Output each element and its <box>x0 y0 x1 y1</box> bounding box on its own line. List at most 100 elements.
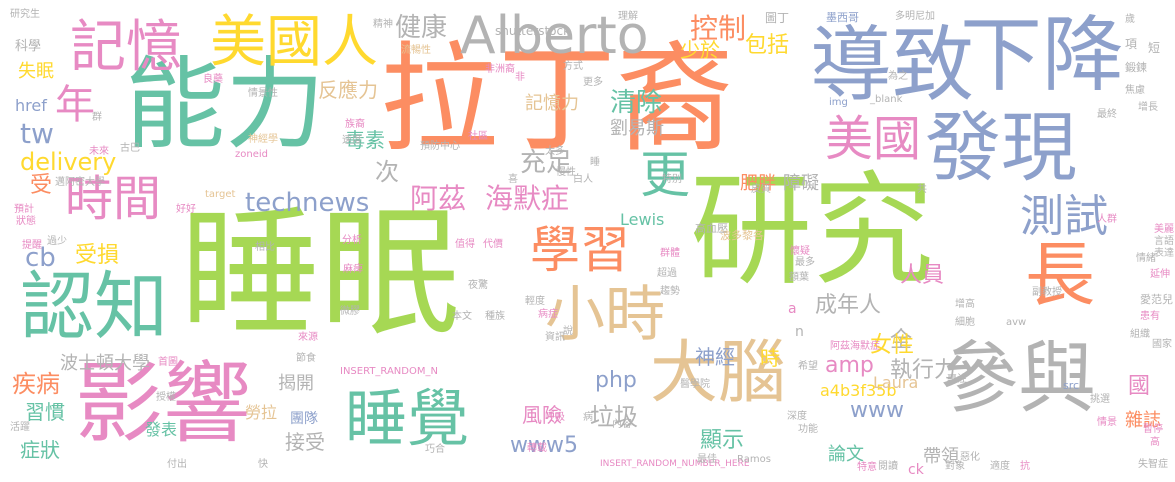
cloud-word: 群 <box>92 112 102 123</box>
cloud-word: 科學 <box>15 39 42 54</box>
cloud-word: 執行力 <box>890 358 957 383</box>
cloud-word: 風險 <box>522 403 562 427</box>
cloud-word: 國家 <box>1152 339 1172 350</box>
cloud-word: 太多 <box>545 146 565 157</box>
cloud-word: 女性 <box>870 333 915 358</box>
cloud-word: 美麗 <box>1154 224 1174 235</box>
cloud-word: 值得 <box>455 239 475 250</box>
cloud-word: 分析 <box>342 235 362 246</box>
cloud-word: 節食 <box>296 353 316 364</box>
cloud-word: php <box>595 368 637 393</box>
cloud-word: 毒素 <box>345 128 385 152</box>
cloud-word: 共 <box>917 184 927 195</box>
cloud-word: 最多 <box>795 257 815 268</box>
cloud-word: 群體 <box>660 248 680 259</box>
cloud-word: 障礙 <box>783 173 819 194</box>
cloud-word: 微膠 <box>340 306 360 317</box>
cloud-word: 高血壓 <box>695 222 728 235</box>
cloud-word: 神經 <box>695 345 735 369</box>
cloud-word: 良藥 <box>203 74 223 85</box>
cloud-word: zoneid <box>235 149 268 160</box>
cloud-word: 情景 <box>1097 417 1117 428</box>
cloud-word: 醫學院 <box>680 379 710 390</box>
cloud-word: 更 <box>640 146 690 204</box>
cloud-word: _blank <box>870 94 903 105</box>
cloud-word: 充足 <box>520 148 573 178</box>
cloud-word: 鍛鍊 <box>1125 61 1147 74</box>
cloud-word: cb <box>25 243 56 273</box>
cloud-word: 非洲裔 <box>485 64 515 75</box>
cloud-word: 懷疑 <box>790 246 810 257</box>
cloud-word: 轉載 <box>527 443 547 454</box>
cloud-word: 顯示 <box>700 428 745 453</box>
cloud-word: 團隊 <box>290 411 318 427</box>
cloud-word: 情緒 <box>1136 253 1156 264</box>
cloud-word: 代價 <box>483 239 503 250</box>
cloud-word: 美國人 <box>210 10 378 75</box>
cloud-word: 小時 <box>545 280 665 350</box>
cloud-word: 更多 <box>583 77 603 88</box>
cloud-word: 社區 <box>468 131 488 142</box>
cloud-word: 最佳 <box>697 454 717 465</box>
cloud-word: Ramos <box>737 454 771 465</box>
cloud-word: 人員 <box>900 263 945 288</box>
cloud-word: 惡化 <box>960 452 980 463</box>
cloud-word: 愛范兒 <box>1140 293 1173 306</box>
cloud-word: 相比 <box>255 242 275 253</box>
cloud-word: 付出 <box>167 459 187 470</box>
cloud-word: 發表 <box>145 420 178 439</box>
cloud-word: img <box>829 97 848 108</box>
cloud-word: 記憶 <box>70 15 182 80</box>
cloud-word: 高 <box>1150 437 1160 448</box>
cloud-word: 專注 <box>947 374 967 385</box>
cloud-word: 族裔 <box>345 119 365 130</box>
cloud-word: tw <box>20 117 54 150</box>
cloud-word: 白人 <box>573 174 593 185</box>
cloud-word: href <box>15 96 47 115</box>
cloud-word: 閱讀 <box>878 461 898 472</box>
cloud-word: 趨勢 <box>660 286 680 297</box>
cloud-word: INSERT_RANDOM_NUMBER_HERE <box>600 459 750 469</box>
cloud-word: 揭開 <box>278 373 314 394</box>
cloud-word: 受損 <box>75 243 120 268</box>
cloud-word: target <box>205 189 236 200</box>
cloud-word: 項 <box>1125 37 1138 51</box>
cloud-word: 短 <box>1148 41 1161 55</box>
cloud-word: 能力 <box>125 46 325 163</box>
cloud-word: 睡覺 <box>345 382 470 455</box>
cloud-word: 延伸 <box>1150 269 1170 280</box>
cloud-word: 時 <box>760 346 780 370</box>
cloud-word: a <box>788 301 797 317</box>
cloud-word: 挑選 <box>1090 394 1110 405</box>
cloud-word: 快 <box>258 459 268 470</box>
cloud-word: n <box>795 324 804 340</box>
cloud-word: 說 <box>563 326 573 337</box>
cloud-word: 流暢性 <box>401 45 431 56</box>
cloud-word: src <box>1063 379 1080 392</box>
cloud-word: 次 <box>375 158 399 186</box>
cloud-word: 包括 <box>745 33 790 58</box>
cloud-word: 超過 <box>657 268 677 279</box>
cloud-word: 增長 <box>1138 102 1158 113</box>
cloud-word: 輕度 <box>525 296 545 307</box>
cloud-word: 習慣 <box>25 400 65 424</box>
cloud-word: 帶領 <box>923 446 959 467</box>
cloud-word: 內容 <box>612 419 632 430</box>
cloud-word: 理解 <box>618 11 638 22</box>
cloud-word: 神經學 <box>248 134 278 145</box>
cloud-word: 增高 <box>955 299 975 310</box>
cloud-word: 學習 <box>530 221 630 279</box>
cloud-word: 最終 <box>1097 109 1117 120</box>
cloud-word: 來源 <box>298 332 318 343</box>
cloud-word: 劉易斯 <box>610 118 664 139</box>
cloud-word: 巧合 <box>425 444 445 455</box>
cloud-word: 波多黎各 <box>720 229 764 242</box>
cloud-word: 時間 <box>65 171 162 227</box>
cloud-word: 論文 <box>828 444 864 465</box>
cloud-word: 記憶力 <box>525 93 579 114</box>
cloud-word: 種族 <box>485 311 505 322</box>
cloud-word: 方式 <box>563 61 583 72</box>
cloud-word: 希望 <box>798 361 818 372</box>
cloud-word: 對象 <box>945 461 965 472</box>
